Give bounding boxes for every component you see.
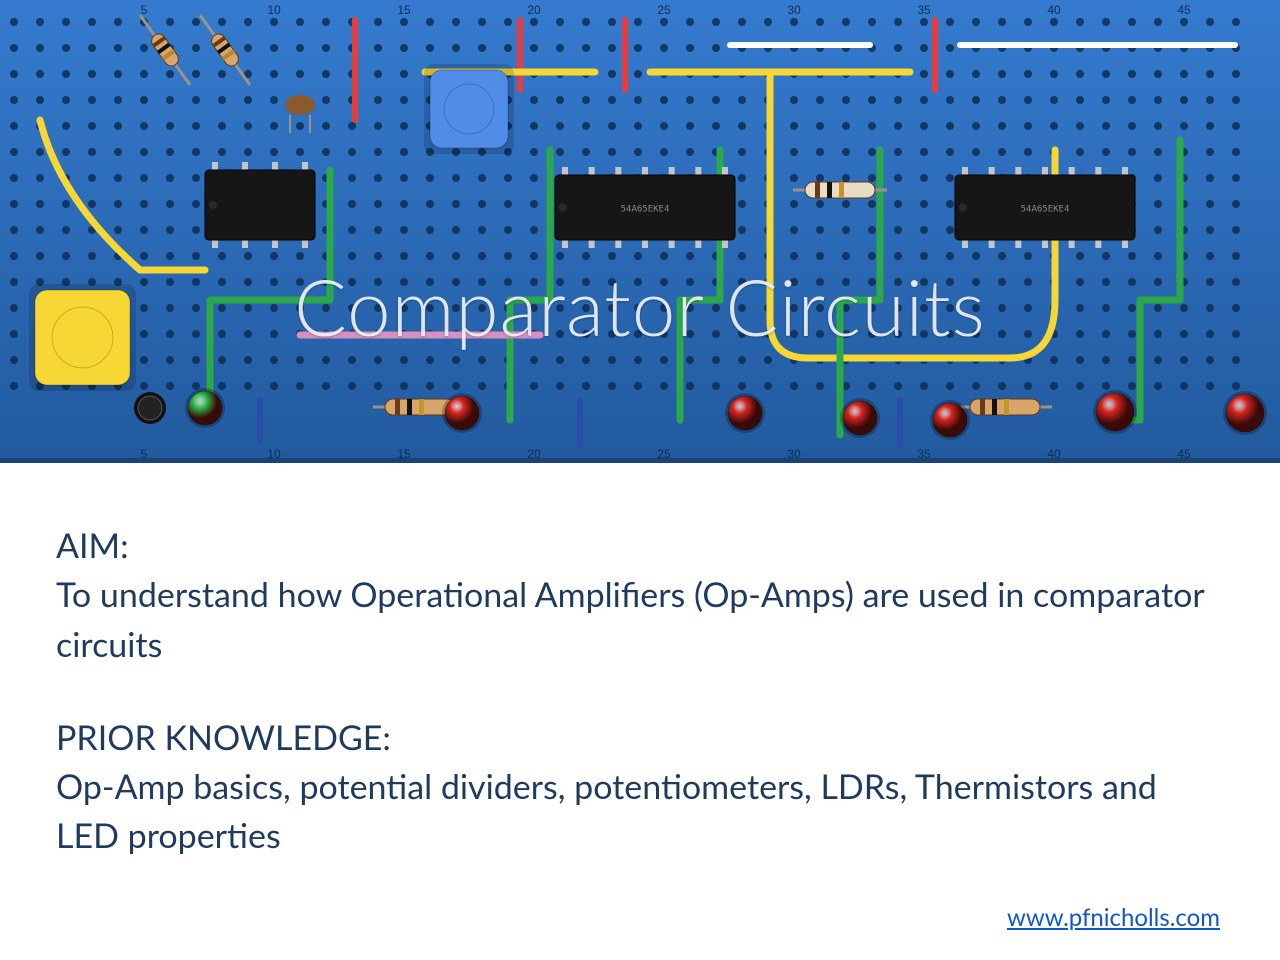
svg-text:45: 45 <box>1177 3 1191 17</box>
svg-text:40: 40 <box>1047 3 1061 17</box>
svg-text:25: 25 <box>657 3 671 17</box>
svg-text:15: 15 <box>397 3 411 17</box>
svg-text:30: 30 <box>787 3 801 17</box>
prior-knowledge-label: PRIOR KNOWLEDGE: <box>56 713 1224 762</box>
slide-body: AIM: To understand how Operational Ampli… <box>0 463 1280 861</box>
prior-knowledge-text: Op-Amp basics, potential dividers, poten… <box>56 762 1224 861</box>
aim-text: To understand how Operational Amplifiers… <box>56 570 1224 669</box>
svg-text:20: 20 <box>527 3 541 17</box>
svg-text:54A65EKE4: 54A65EKE4 <box>621 205 670 215</box>
svg-text:54A65EKE4: 54A65EKE4 <box>1021 205 1070 215</box>
hero-banner: 551010151520202525303035354040454554A65E… <box>0 0 1280 463</box>
aim-label: AIM: <box>56 521 1224 570</box>
breadboard-illustration: 551010151520202525303035354040454554A65E… <box>0 0 1280 463</box>
svg-text:35: 35 <box>917 3 931 17</box>
svg-text:10: 10 <box>267 3 281 17</box>
source-link[interactable]: www.pfnicholls.com <box>1007 903 1220 932</box>
